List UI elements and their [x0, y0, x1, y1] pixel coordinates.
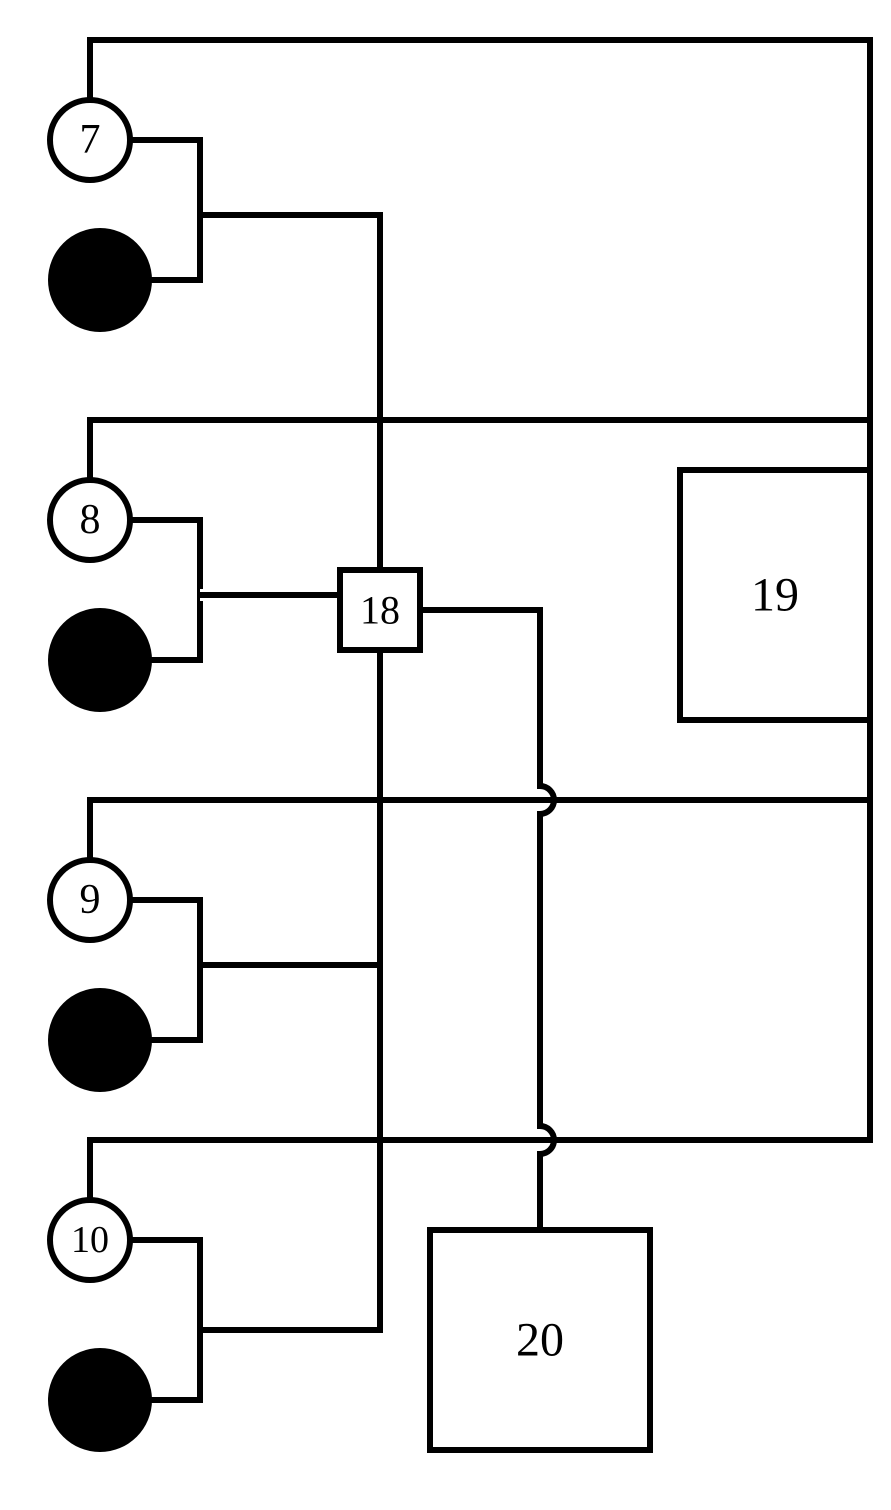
- open-circle-n9: 9: [50, 860, 130, 940]
- diagram-root: 18 19 20 7 8 9 10: [0, 0, 891, 1510]
- box-b19: 19: [680, 470, 870, 720]
- box-b20: 20: [430, 1230, 650, 1450]
- filled-circle-f9: [48, 988, 152, 1092]
- box-label-b19: 19: [751, 569, 799, 622]
- box-label-b20: 20: [516, 1314, 564, 1367]
- circle-label-n9: 9: [80, 877, 101, 923]
- circle-label-n10: 10: [71, 1219, 109, 1261]
- filled-circle-f7: [48, 228, 152, 332]
- filled-circle-f10: [48, 1348, 152, 1452]
- box-label-b18: 18: [360, 588, 400, 633]
- open-circle-n7: 7: [50, 100, 130, 180]
- filled-circle-f8: [48, 608, 152, 712]
- open-circle-n8: 8: [50, 480, 130, 560]
- circle-label-n8: 8: [80, 497, 101, 543]
- circle-label-n7: 7: [80, 117, 101, 163]
- open-circle-n10: 10: [50, 1200, 130, 1280]
- diagram-svg: 18 19 20 7 8 9 10: [0, 0, 891, 1510]
- box-b18: 18: [340, 570, 420, 650]
